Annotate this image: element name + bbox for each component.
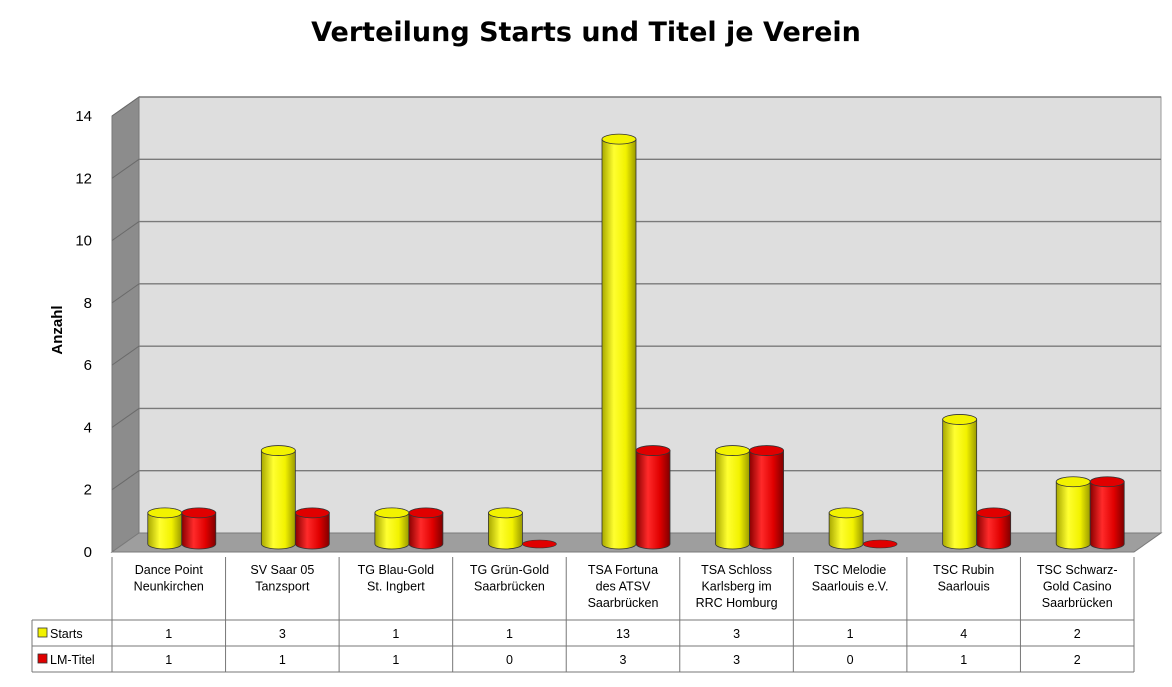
category-label: Saarbrücken bbox=[588, 596, 659, 610]
gridline-side bbox=[111, 221, 140, 241]
bar bbox=[488, 507, 523, 550]
data-table-cell: 1 bbox=[960, 653, 967, 667]
category-label: TG Grün-Gold bbox=[470, 563, 549, 577]
data-table-cell: 3 bbox=[733, 653, 740, 667]
gridline-side bbox=[111, 470, 140, 491]
y-tick-label: 6 bbox=[84, 357, 92, 374]
gridline-side bbox=[111, 283, 140, 304]
bar bbox=[1055, 476, 1091, 550]
data-table-cell: 2 bbox=[1074, 653, 1081, 667]
gridline-side bbox=[111, 96, 140, 117]
gridline-side bbox=[111, 408, 140, 428]
y-tick-label: 2 bbox=[84, 482, 92, 499]
y-tick-label: 14 bbox=[75, 108, 92, 125]
bars bbox=[147, 133, 1125, 550]
category-label: Saarlouis e.V. bbox=[812, 580, 889, 594]
category-label: TG Blau-Gold bbox=[358, 563, 434, 577]
data-table-cell: 3 bbox=[279, 627, 286, 641]
data-table-cell: 13 bbox=[616, 627, 630, 641]
category-label: TSC Schwarz- bbox=[1037, 563, 1118, 577]
y-axis-label: Anzahl bbox=[49, 305, 66, 354]
bar bbox=[601, 133, 637, 550]
bar bbox=[522, 539, 557, 549]
bar bbox=[181, 507, 217, 550]
bar bbox=[635, 445, 671, 550]
category-label: TSA Schloss bbox=[701, 563, 772, 577]
category-label: TSA Fortuna bbox=[588, 563, 658, 577]
bar bbox=[828, 507, 864, 550]
y-tick-label: 4 bbox=[84, 419, 92, 436]
category-label: Dance Point bbox=[135, 563, 204, 577]
y-tick-label: 8 bbox=[84, 295, 92, 312]
category-label: Saarbrücken bbox=[1042, 596, 1113, 610]
y-axis: 0 2 4 6 8 10 12 14 bbox=[75, 108, 92, 561]
data-table-cell: 0 bbox=[847, 653, 854, 667]
bar bbox=[1089, 476, 1125, 550]
category-label: St. Ingbert bbox=[367, 580, 425, 594]
data-table-cell: 1 bbox=[279, 653, 286, 667]
category-label: TSC Rubin bbox=[933, 563, 994, 577]
y-tick-label: 10 bbox=[75, 233, 92, 250]
category-label: des ATSV bbox=[596, 580, 651, 594]
legend-swatch bbox=[37, 653, 48, 664]
y-tick-label: 0 bbox=[84, 544, 92, 561]
category-label: Karlsberg im bbox=[701, 580, 771, 594]
bar bbox=[715, 445, 750, 550]
data-table-cell: 1 bbox=[392, 627, 399, 641]
data-table-cell: 1 bbox=[165, 653, 172, 667]
y-tick-label: 12 bbox=[75, 170, 92, 187]
category-label: Gold Casino bbox=[1043, 580, 1112, 594]
bar bbox=[147, 507, 183, 550]
data-table-cell: 3 bbox=[620, 653, 627, 667]
bar bbox=[260, 445, 296, 550]
bar bbox=[976, 507, 1012, 550]
category-label: Neunkirchen bbox=[134, 580, 204, 594]
bar bbox=[862, 539, 898, 549]
legend-label: Starts bbox=[50, 627, 83, 641]
legend-label: LM-Titel bbox=[50, 653, 95, 667]
gridline-side bbox=[111, 345, 140, 366]
category-label: Tanzsport bbox=[255, 580, 310, 594]
data-table-cell: 0 bbox=[506, 653, 513, 667]
legend-swatch bbox=[37, 627, 48, 638]
data-table-cell: 4 bbox=[960, 627, 967, 641]
bar bbox=[294, 507, 330, 550]
data-table-cell: 1 bbox=[392, 653, 399, 667]
data-table: Dance Point Neunkirchen SV Saar 05 Tanzspor… bbox=[31, 557, 1135, 673]
category-label: SV Saar 05 bbox=[250, 563, 314, 577]
category-label: RRC Homburg bbox=[696, 596, 778, 610]
category-label: Saarbrücken bbox=[474, 580, 545, 594]
bar bbox=[408, 507, 444, 550]
data-table-cell: 1 bbox=[847, 627, 854, 641]
bar bbox=[942, 414, 978, 550]
chart-title: Verteilung Starts und Titel je Verein bbox=[311, 17, 861, 48]
bar bbox=[374, 507, 410, 550]
side-wall bbox=[111, 96, 140, 553]
data-table-cell: 2 bbox=[1074, 627, 1081, 641]
category-label: TSC Melodie bbox=[814, 563, 886, 577]
data-table-cell: 1 bbox=[506, 627, 513, 641]
category-label: Saarlouis bbox=[938, 580, 990, 594]
data-table-cell: 1 bbox=[165, 627, 172, 641]
bar bbox=[749, 445, 784, 550]
gridline-side bbox=[111, 158, 140, 179]
data-table-cell: 3 bbox=[733, 627, 740, 641]
